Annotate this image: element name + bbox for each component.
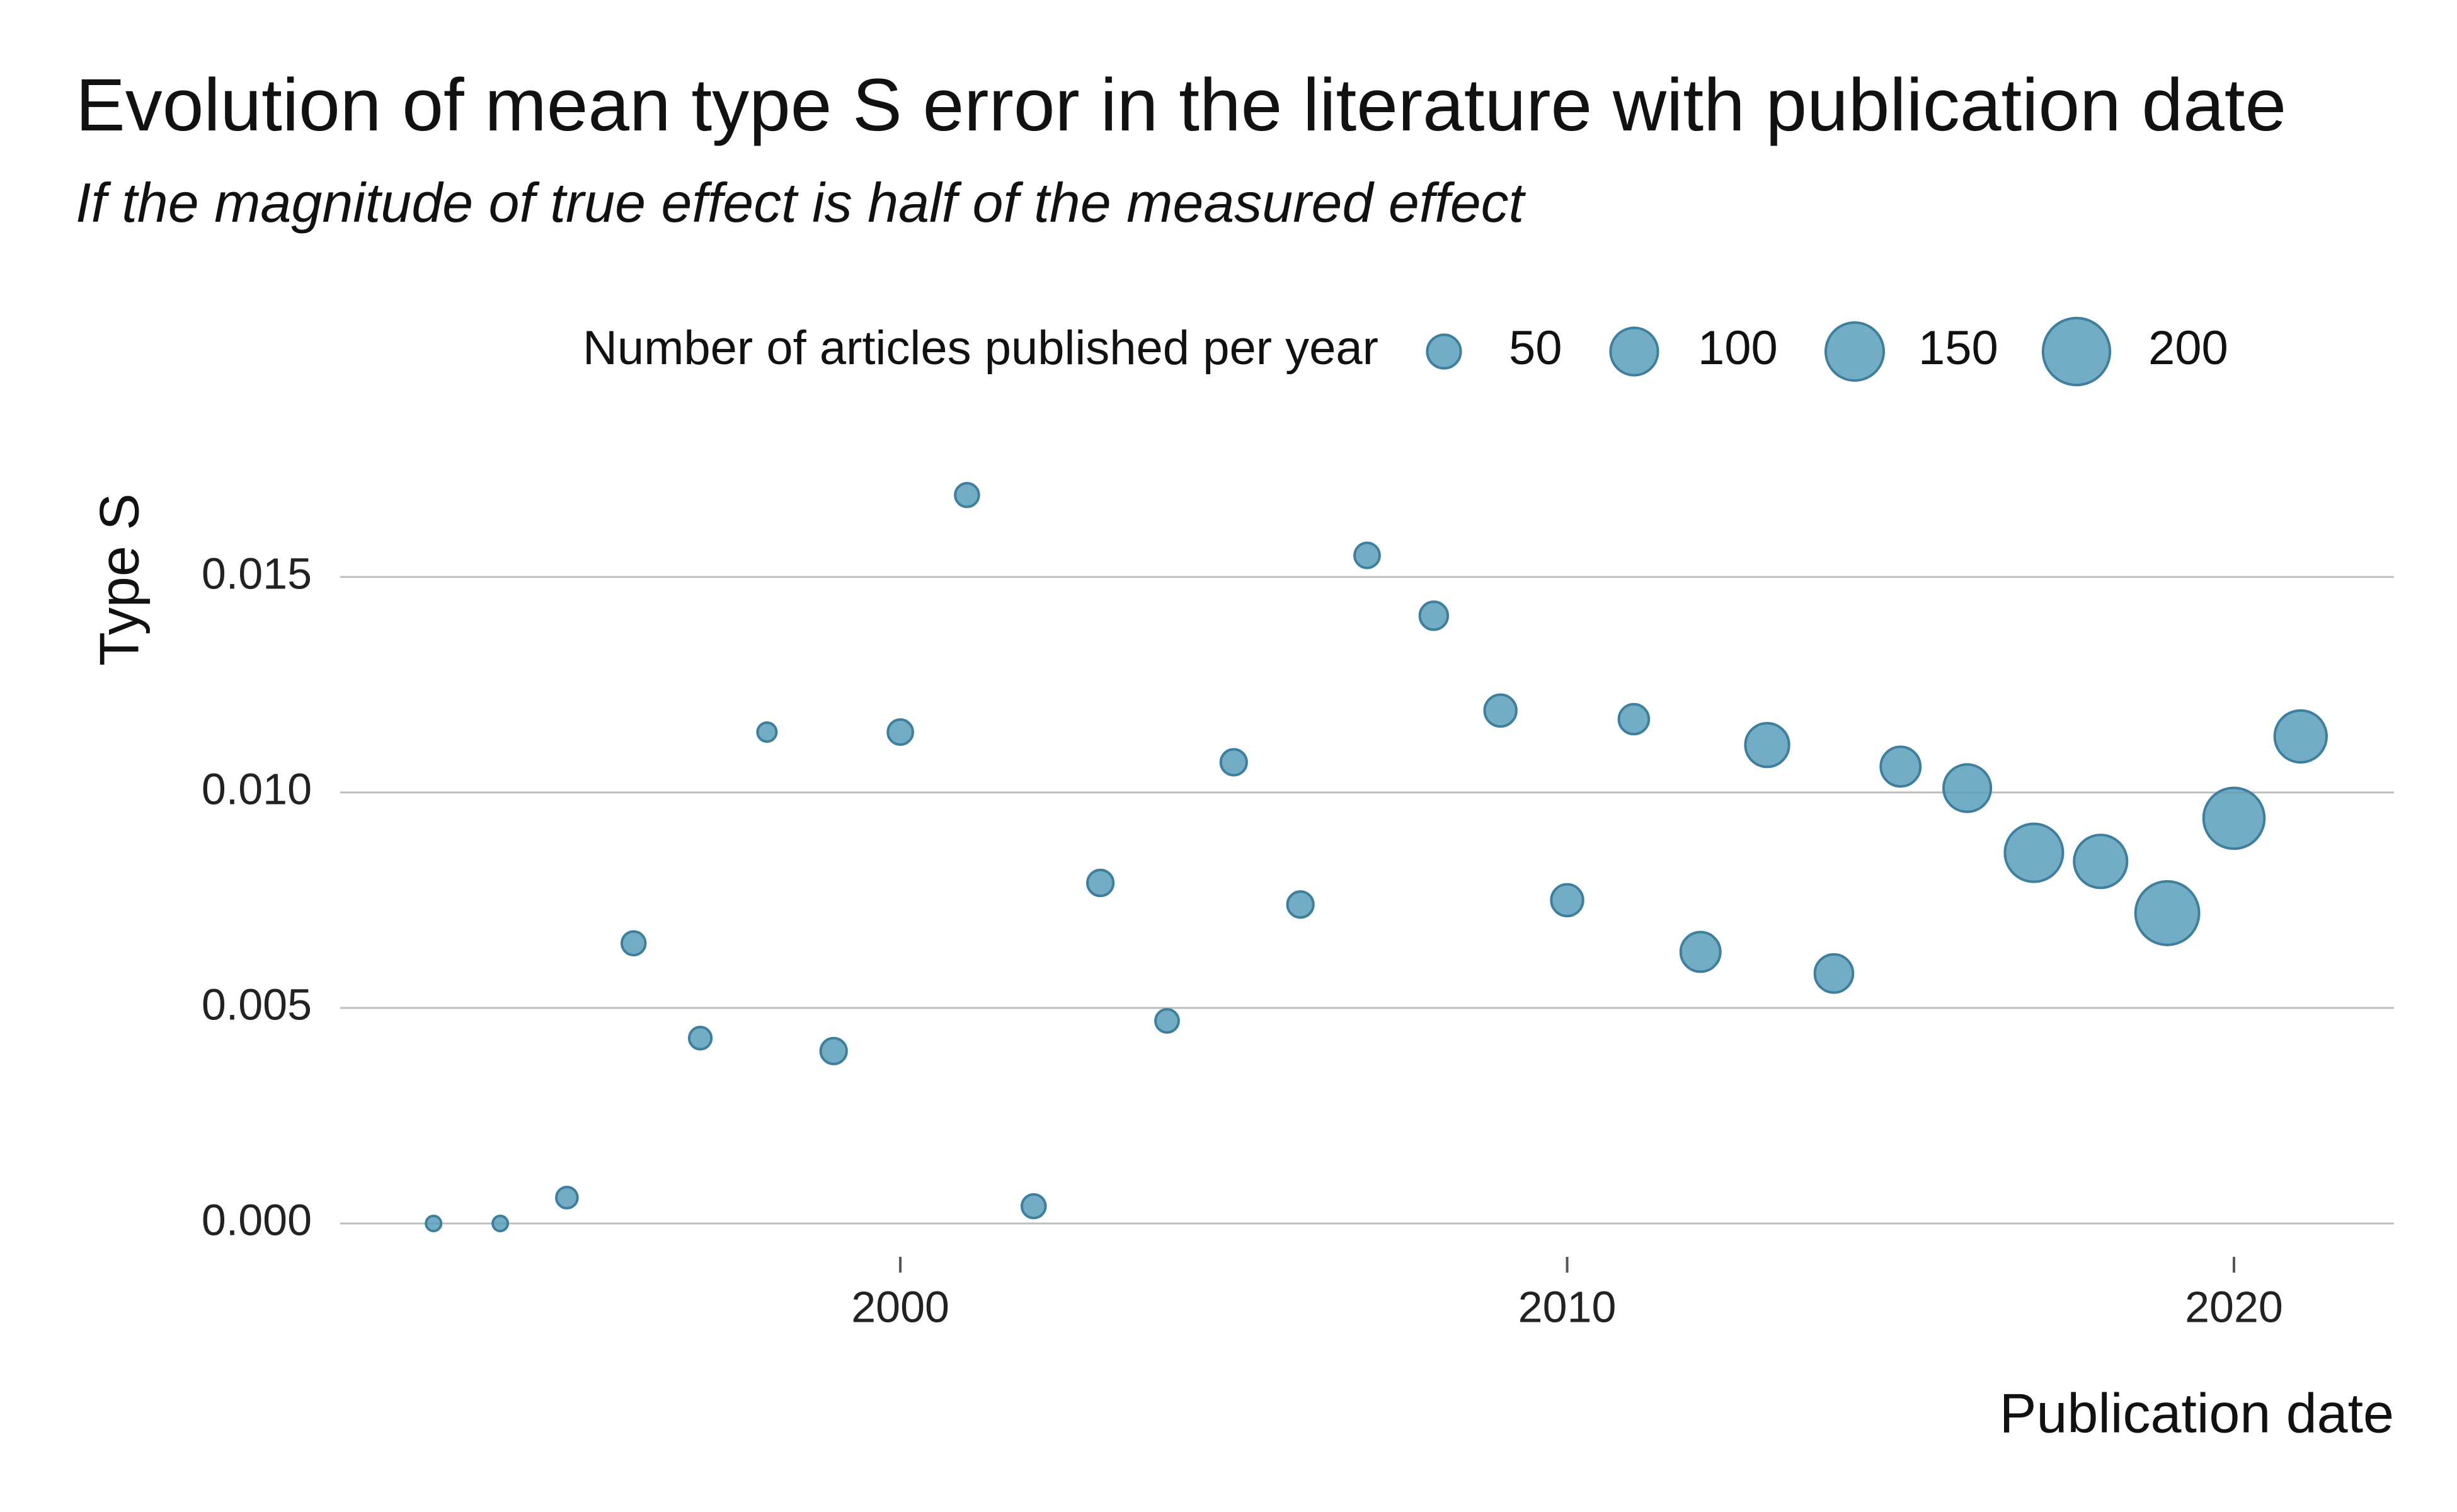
data-point [2134, 879, 2201, 946]
data-point [1353, 541, 1381, 570]
data-point [2073, 833, 2129, 890]
data-point [1154, 1008, 1180, 1034]
data-point [886, 718, 914, 746]
y-tick-label: 0.010 [202, 764, 312, 813]
data-point [2003, 822, 2065, 883]
x-tick-label: 2020 [2185, 1282, 2283, 1331]
data-point [2273, 709, 2328, 764]
data-point [555, 1186, 579, 1210]
data-point [1744, 721, 1790, 769]
legend-label: 100 [1698, 321, 1778, 375]
x-tick-label: 2000 [851, 1282, 949, 1331]
data-point [954, 481, 980, 508]
axis-ticks: 0.000 0.005 0.010 0.015 2000 2010 2020 [202, 549, 2283, 1331]
data-point [819, 1036, 848, 1065]
y-tick-label: 0.000 [202, 1195, 312, 1244]
chart-title: Evolution of mean type S error in the li… [76, 64, 2287, 147]
x-axis-label: Publication date [2000, 1382, 2394, 1444]
data-points [425, 481, 2328, 1232]
data-point [1679, 931, 1722, 973]
legend-label: 200 [2148, 321, 2228, 375]
data-point [1879, 745, 1922, 788]
legend: Number of articles published per year 50… [583, 316, 2228, 387]
data-point [1550, 883, 1584, 918]
data-point [1286, 890, 1315, 919]
data-point [1020, 1193, 1047, 1220]
x-tick-label: 2010 [1518, 1282, 1617, 1331]
data-point [2202, 786, 2266, 850]
chart-subtitle: If the magnitude of true effect is half … [76, 171, 1525, 234]
legend-label: 150 [1918, 321, 1998, 375]
data-point [620, 930, 647, 957]
data-point [1483, 693, 1518, 728]
data-point [1813, 953, 1855, 994]
y-tick-label: 0.015 [202, 549, 312, 598]
data-point [1418, 600, 1450, 631]
data-point [491, 1215, 510, 1232]
legend-key [1824, 321, 1886, 382]
data-point [1086, 868, 1115, 898]
data-point [1219, 748, 1248, 777]
legend-key [1426, 333, 1462, 370]
data-point [687, 1026, 713, 1051]
y-axis-label: Type S [88, 493, 150, 666]
y-tick-label: 0.005 [202, 980, 312, 1029]
grid [340, 576, 2394, 1225]
data-point [425, 1215, 443, 1232]
data-point [756, 721, 778, 743]
legend-key [1609, 326, 1659, 377]
data-point [1617, 702, 1651, 736]
legend-label: 50 [1509, 321, 1562, 375]
legend-title: Number of articles published per year [583, 321, 1378, 375]
legend-key [2041, 316, 2112, 387]
data-point [1942, 763, 1993, 813]
